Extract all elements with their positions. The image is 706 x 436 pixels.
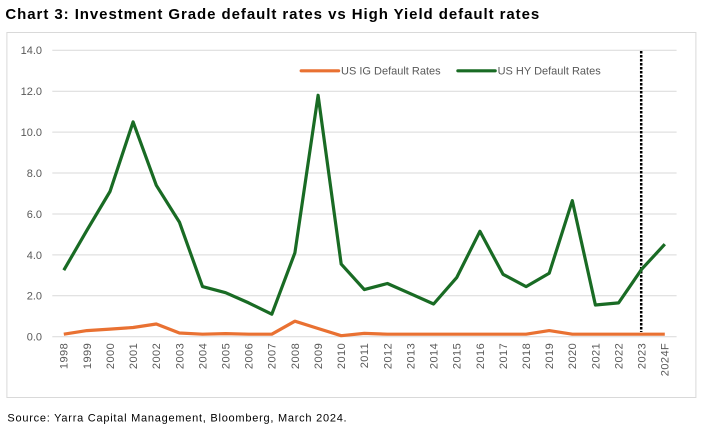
svg-text:1998: 1998	[59, 343, 71, 369]
svg-text:2022: 2022	[614, 343, 626, 369]
svg-text:2013: 2013	[405, 343, 417, 369]
svg-text:8.0: 8.0	[27, 168, 42, 180]
svg-text:2002: 2002	[151, 343, 163, 369]
svg-text:10.0: 10.0	[21, 127, 42, 139]
svg-text:2010: 2010	[336, 343, 348, 369]
svg-text:2.0: 2.0	[27, 291, 42, 303]
svg-text:1999: 1999	[82, 343, 94, 369]
svg-text:2005: 2005	[221, 343, 233, 369]
svg-text:2024F: 2024F	[660, 343, 672, 376]
svg-text:6.0: 6.0	[27, 209, 42, 221]
svg-text:2019: 2019	[544, 343, 556, 369]
svg-text:Source: Yarra Capital Manageme: Source: Yarra Capital Management, Bloomb…	[7, 413, 347, 425]
svg-text:2008: 2008	[290, 343, 302, 369]
svg-text:4.0: 4.0	[27, 250, 42, 262]
svg-text:2021: 2021	[590, 343, 602, 369]
svg-text:2009: 2009	[313, 343, 325, 369]
svg-text:2020: 2020	[567, 343, 579, 369]
svg-text:2000: 2000	[105, 343, 117, 369]
svg-text:US HY Default Rates: US HY Default Rates	[498, 66, 602, 78]
svg-text:0.0: 0.0	[27, 332, 42, 344]
svg-text:2015: 2015	[452, 343, 464, 369]
svg-text:2018: 2018	[521, 343, 533, 369]
svg-text:2023: 2023	[637, 343, 649, 369]
svg-text:2007: 2007	[267, 343, 279, 369]
svg-text:2006: 2006	[244, 343, 256, 369]
svg-text:Chart 3: Investment Grade defa: Chart 3: Investment Grade default rates …	[5, 6, 540, 23]
svg-text:2014: 2014	[429, 343, 441, 369]
svg-text:2004: 2004	[197, 343, 209, 369]
svg-text:2003: 2003	[174, 343, 186, 369]
svg-text:2017: 2017	[498, 343, 510, 369]
svg-text:2011: 2011	[359, 343, 371, 368]
svg-text:2016: 2016	[475, 343, 487, 369]
svg-text:2012: 2012	[382, 343, 394, 369]
svg-text:US IG Default Rates: US IG Default Rates	[341, 66, 441, 78]
svg-text:14.0: 14.0	[21, 45, 42, 57]
svg-text:2001: 2001	[128, 343, 140, 369]
svg-text:12.0: 12.0	[21, 86, 42, 98]
